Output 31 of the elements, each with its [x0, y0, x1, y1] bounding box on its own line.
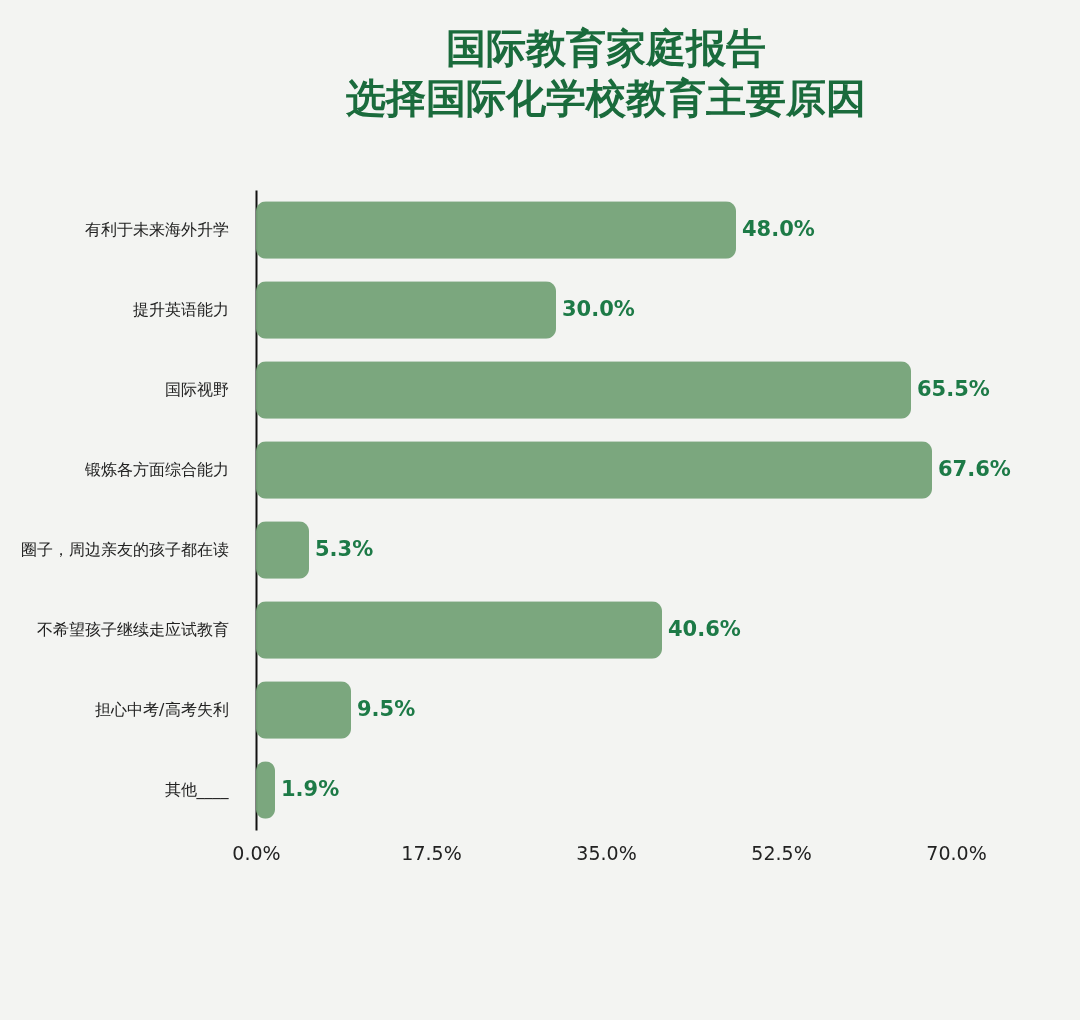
data-label: 9.5% — [357, 697, 416, 721]
y-tick-label: 其他____ — [164, 780, 230, 800]
x-tick-label: 70.0% — [926, 841, 987, 864]
x-tick-label: 0.0% — [232, 841, 281, 864]
bar — [256, 601, 662, 659]
chart-subtitle: 选择国际化学校教育主要原因 — [345, 75, 866, 121]
bar — [256, 441, 932, 499]
y-tick-label: 有利于未来海外升学 — [84, 220, 229, 239]
y-tick-label: 担心中考/高考失利 — [95, 700, 229, 719]
bar — [256, 361, 911, 419]
bar — [256, 761, 275, 819]
y-tick-label: 国际视野 — [164, 380, 229, 399]
data-label: 48.0% — [742, 217, 815, 241]
y-tick-label: 不希望孩子继续走应试教育 — [36, 620, 229, 639]
x-tick-label: 35.0% — [576, 841, 637, 864]
data-label: 5.3% — [315, 537, 374, 561]
x-tick-label: 52.5% — [751, 841, 812, 864]
chart-title: 国际教育家庭报告 — [446, 25, 766, 71]
data-label: 67.6% — [938, 457, 1011, 481]
x-tick-label: 17.5% — [401, 841, 462, 864]
data-label: 40.6% — [668, 617, 741, 641]
y-tick-label: 圈子，周边亲友的孩子都在读 — [20, 540, 229, 559]
bar — [256, 681, 351, 739]
y-tick-label: 提升英语能力 — [132, 300, 229, 319]
y-tick-label: 锻炼各方面综合能力 — [83, 460, 229, 479]
data-label: 1.9% — [281, 777, 340, 801]
bar — [256, 201, 736, 259]
data-label: 30.0% — [562, 297, 635, 321]
bar — [256, 521, 309, 579]
data-label: 65.5% — [917, 377, 990, 401]
bar — [256, 281, 556, 339]
